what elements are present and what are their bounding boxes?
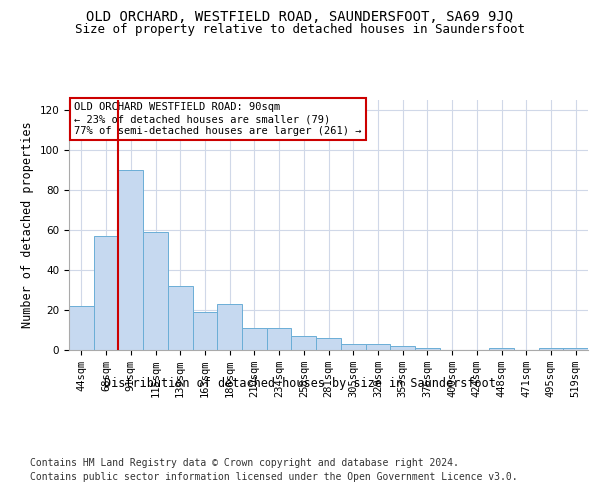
Bar (489, 348, 514, 350)
Bar (217, 304, 242, 350)
Y-axis label: Number of detached properties: Number of detached properties (21, 122, 34, 328)
Bar (267, 328, 292, 350)
Text: Size of property relative to detached houses in Saundersfoot: Size of property relative to detached ho… (75, 22, 525, 36)
Bar (168, 286, 193, 350)
Bar (365, 344, 390, 350)
Bar (390, 346, 415, 350)
Bar (94, 236, 118, 350)
Bar (292, 336, 316, 350)
Text: Distribution of detached houses by size in Saundersfoot: Distribution of detached houses by size … (104, 378, 496, 390)
Text: OLD ORCHARD, WESTFIELD ROAD, SAUNDERSFOOT, SA69 9JQ: OLD ORCHARD, WESTFIELD ROAD, SAUNDERSFOO… (86, 10, 514, 24)
Text: Contains HM Land Registry data © Crown copyright and database right 2024.: Contains HM Land Registry data © Crown c… (30, 458, 459, 468)
Text: OLD ORCHARD WESTFIELD ROAD: 90sqm
← 23% of detached houses are smaller (79)
77% : OLD ORCHARD WESTFIELD ROAD: 90sqm ← 23% … (74, 102, 362, 136)
Bar (118, 170, 143, 350)
Bar (69, 306, 94, 350)
Bar (415, 348, 440, 350)
Bar (341, 344, 365, 350)
Bar (242, 328, 267, 350)
Bar (143, 232, 168, 350)
Text: Contains public sector information licensed under the Open Government Licence v3: Contains public sector information licen… (30, 472, 518, 482)
Bar (539, 348, 563, 350)
Bar (316, 338, 341, 350)
Bar (193, 312, 217, 350)
Bar (563, 348, 588, 350)
